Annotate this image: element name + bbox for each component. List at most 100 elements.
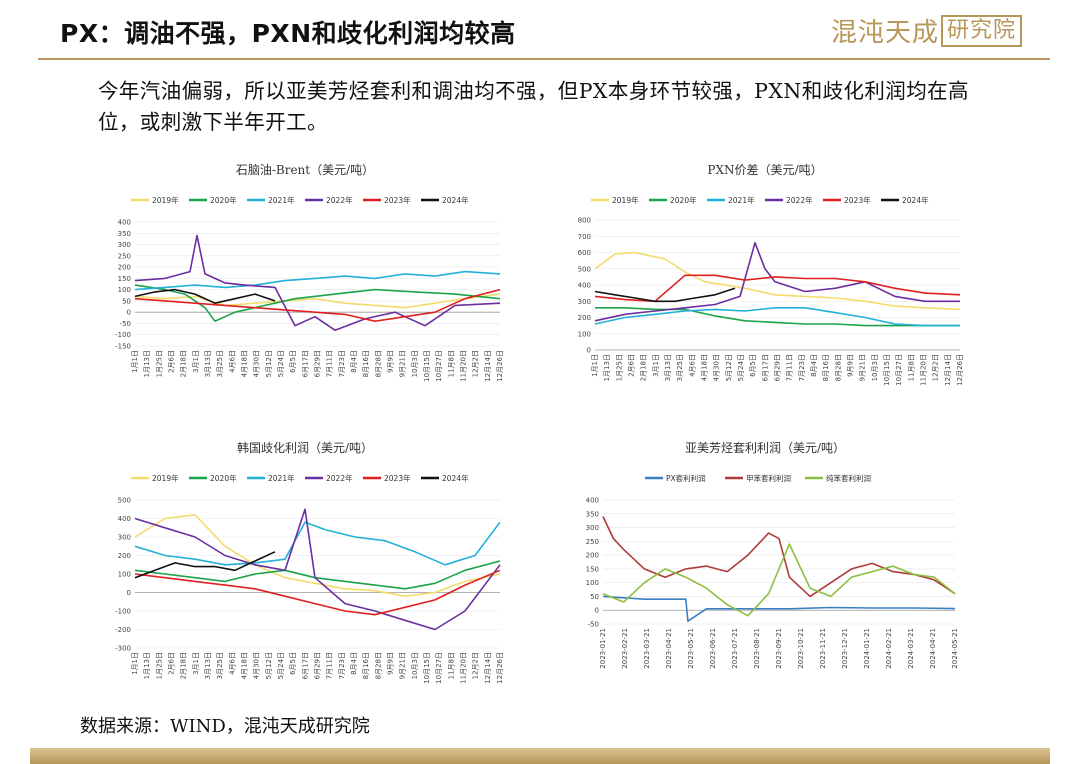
chart-title: 韩国歧化利润（美元/吨） xyxy=(237,440,373,455)
series-line xyxy=(134,234,501,331)
x-tick-label: 4月18日 xyxy=(701,354,709,381)
x-tick-label: 8月28日 xyxy=(374,350,382,377)
chart-korea-panel: 韩国歧化利润（美元/吨） 2019年 2020年 2021年 2022年 2023年 202… xyxy=(95,438,515,684)
y-tick-label: 100 xyxy=(578,330,591,338)
x-tick-label: 8月16日 xyxy=(362,652,370,679)
x-tick-label: 12月14日 xyxy=(484,652,492,684)
x-tick-label: 2024-01-21 xyxy=(863,628,871,669)
legend-label: 2021年 xyxy=(728,195,755,205)
footer-bar xyxy=(30,748,1050,764)
x-tick-label: 5月24日 xyxy=(737,354,745,381)
x-tick-label: 7月11日 xyxy=(326,652,334,679)
y-tick-label: 100 xyxy=(118,286,131,294)
x-tick-label: 5月12日 xyxy=(725,354,733,381)
series-line xyxy=(594,251,961,311)
series-line xyxy=(134,514,501,597)
x-tick-label: 8月4日 xyxy=(350,652,358,675)
logo-text: 混沌天成 xyxy=(830,18,939,48)
x-tick-label: 8月16日 xyxy=(822,354,830,381)
chart-korea: 韩国歧化利润（美元/吨） 2019年 2020年 2021年 2022年 2023年 202… xyxy=(115,440,504,684)
series-line xyxy=(134,569,501,616)
x-tick-label: 6月29日 xyxy=(314,350,322,377)
x-tick-label: 2月18日 xyxy=(180,350,188,377)
page-title: PX：调油不强，PXN和歧化利润均较高 xyxy=(60,19,516,48)
brand-logo: 混沌天成 研究院 xyxy=(831,12,1022,49)
x-tick-label: 3月25日 xyxy=(216,652,224,679)
x-tick-label: 1月25日 xyxy=(155,350,163,377)
x-tick-label: 2月6日 xyxy=(168,350,176,373)
chart-title: 石脑油-Brent（美元/吨） xyxy=(236,163,374,177)
legend-label: 2022年 xyxy=(786,195,813,205)
y-tick-label: 50 xyxy=(590,593,599,601)
chart-pxn: PXN价差（美元/吨） 2019年 2020年 2021年 2022年 2023年 2024… xyxy=(578,163,964,386)
chart-naphtha-panel: 石脑油-Brent（美元/吨） 2019年 2020年 2021年 2022年 2023年… xyxy=(95,160,515,395)
series-line xyxy=(134,293,501,309)
legend-label: 2020年 xyxy=(670,195,697,205)
y-tick-label: 400 xyxy=(118,515,131,523)
x-tick-label: 11月8日 xyxy=(447,350,455,377)
x-tick-label: 2023-05-21 xyxy=(687,628,695,669)
x-tick-label: 2023-11-21 xyxy=(819,628,827,669)
series-line xyxy=(594,307,960,327)
y-tick-label: 150 xyxy=(118,275,131,283)
data-source: 数据来源：WIND，混沌天成研究院 xyxy=(80,716,370,737)
x-tick-label: 5月12日 xyxy=(265,652,273,679)
x-tick-label: 5月24日 xyxy=(277,652,285,679)
x-tick-label: 10月27日 xyxy=(895,354,903,386)
x-tick-label: 1月1日 xyxy=(131,652,139,675)
x-tick-label: 9月9日 xyxy=(387,350,395,373)
series-line xyxy=(134,508,501,631)
x-tick-label: 2024-04-21 xyxy=(929,628,937,669)
x-tick-label: 9月9日 xyxy=(387,652,395,675)
y-tick-label: 800 xyxy=(578,217,591,225)
legend-label: 2024年 xyxy=(442,195,469,205)
x-tick-label: 10月27日 xyxy=(435,652,443,684)
y-tick-label: 200 xyxy=(578,314,591,322)
y-tick-label: 500 xyxy=(118,497,131,505)
series-line xyxy=(602,595,956,622)
y-tick-label: 100 xyxy=(586,579,599,587)
x-tick-label: 2023-04-21 xyxy=(665,628,673,669)
x-tick-label: 2月18日 xyxy=(180,652,188,679)
y-tick-label: -200 xyxy=(115,626,131,634)
x-tick-label: 2024-02-21 xyxy=(885,628,893,669)
y-tick-label: 350 xyxy=(586,510,599,518)
series-line xyxy=(595,307,960,327)
x-tick-label: 12月14日 xyxy=(944,354,952,386)
y-tick-label: -150 xyxy=(115,343,131,351)
legend-label: 纯苯套利利润 xyxy=(826,473,871,483)
x-tick-label: 1月13日 xyxy=(143,652,151,679)
legend-label: PX套利利润 xyxy=(666,473,706,483)
x-tick-label: 8月28日 xyxy=(374,652,382,679)
chart-title: PXN价差（美元/吨） xyxy=(707,163,822,177)
x-tick-label: 9月9日 xyxy=(847,354,855,377)
series-line xyxy=(134,270,501,291)
legend-label: 2023年 xyxy=(384,473,411,483)
x-tick-label: 6月17日 xyxy=(761,354,769,381)
summary-text: 今年汽油偏弱，所以亚美芳烃套利和调油均不强，但PX本身环节较强，PXN和歧化利润… xyxy=(98,79,969,134)
x-tick-label: 11月8日 xyxy=(907,354,915,381)
x-tick-label: 10月3日 xyxy=(871,354,879,381)
x-tick-label: 7月23日 xyxy=(338,350,346,377)
y-tick-label: -50 xyxy=(588,621,599,629)
legend-label: 2019年 xyxy=(612,195,639,205)
y-tick-label: 200 xyxy=(118,552,131,560)
series-line xyxy=(594,242,960,322)
legend-label: 2023年 xyxy=(844,195,871,205)
x-tick-label: 4月6日 xyxy=(228,652,236,675)
x-tick-label: 3月13日 xyxy=(664,354,672,381)
x-tick-label: 2023-01-21 xyxy=(599,628,607,669)
x-tick-label: 3月13日 xyxy=(204,350,212,377)
x-tick-label: 12月14日 xyxy=(484,350,492,382)
y-tick-label: 400 xyxy=(118,219,131,227)
series-line xyxy=(134,551,276,579)
y-tick-label: 200 xyxy=(118,264,131,272)
y-tick-label: 300 xyxy=(118,241,131,249)
legend-label: 2020年 xyxy=(210,473,237,483)
legend-label: 2024年 xyxy=(442,473,469,483)
y-tick-label: 250 xyxy=(118,252,131,260)
x-tick-label: 4月6日 xyxy=(688,354,696,377)
x-tick-label: 12月26日 xyxy=(956,354,964,386)
x-tick-label: 2023-10-21 xyxy=(797,628,805,669)
x-tick-label: 12月2日 xyxy=(472,350,480,377)
